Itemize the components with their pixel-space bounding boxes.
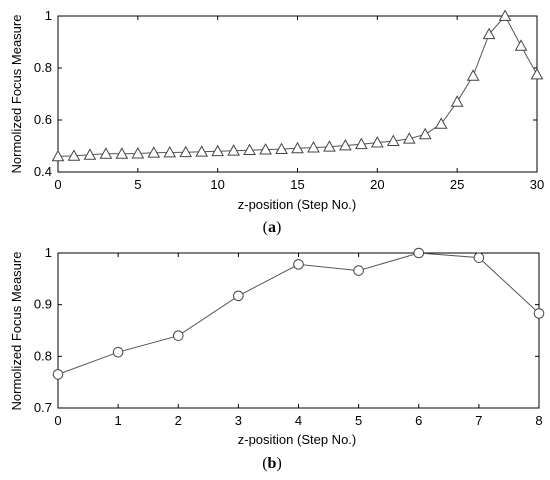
plot-a-point: [434, 117, 448, 129]
plot-b-marks: 0 1 2 3 4 5 6 7 8 0.7 0.8 0.9 1: [34, 245, 545, 428]
plot-a-point: [227, 144, 240, 156]
plot-a-point: [450, 95, 464, 107]
plot-a-point: [163, 145, 177, 158]
plot-a-ytick-label: 1: [45, 8, 52, 23]
plot-a-point: [243, 143, 256, 156]
plot-b-ytick-label: 0.8: [34, 348, 52, 363]
plot-a-point: [195, 145, 209, 157]
plot-b-ytick-label: 1: [45, 245, 52, 260]
plot-a-ytick-label: 0.8: [34, 60, 52, 75]
plot-b-point: [533, 308, 545, 319]
plot-b-xtick-label: 7: [475, 413, 482, 428]
plot-a-series-line: [57, 15, 538, 157]
plot-a-point: [259, 143, 272, 155]
plot-b-xtick-label: 4: [295, 413, 302, 428]
plot-a-caption: (a): [263, 219, 282, 236]
plot-a-marks: 0 5 10 15 20 25 30 0.4 0.6 0.8 1: [34, 8, 544, 192]
plot-a-point: [307, 141, 320, 153]
plot-a-point: [99, 147, 113, 159]
plot-a-point: [115, 147, 129, 159]
plot-b-point: [112, 346, 124, 358]
plot-b-xtick-label: 5: [355, 413, 362, 428]
plot-a-point: [147, 146, 161, 158]
plot-b-series-line: [57, 252, 540, 375]
plot-a-point: [83, 148, 97, 160]
plot-b-ylabel: Normolized Focus Measure: [9, 252, 24, 411]
plot-b-xtick-label: 6: [415, 413, 422, 428]
plot-a-point: [355, 137, 368, 150]
plot-b-caption: (b): [262, 455, 282, 472]
plot-a-point: [291, 141, 304, 154]
plot-a-xtick-label: 20: [370, 177, 384, 192]
plot-a-xtick-label: 25: [450, 177, 464, 192]
plot-b-xtick-label: 3: [235, 413, 242, 428]
plot-a-point: [323, 140, 336, 152]
plot-a-point: [498, 9, 512, 21]
plot-a-point: [211, 144, 225, 157]
plot-b-xtick-label: 1: [115, 413, 122, 428]
plot-a-point: [402, 132, 416, 144]
plot-a-point: [275, 142, 288, 155]
plot-b-point: [473, 252, 485, 263]
plot-b-ytick-label: 0.7: [34, 400, 52, 415]
plot-b-point: [52, 369, 64, 380]
plot-a-point: [530, 67, 544, 80]
plot-a-ytick-label: 0.6: [34, 112, 52, 127]
plot-a-point: [51, 149, 65, 162]
plot-a-xtick-label: 0: [54, 177, 61, 192]
plot-b: 0 1 2 3 4 5 6 7 8 0.7 0.8 0.9 1 z-position (Step No.…: [9, 245, 545, 472]
plot-b-xtick-label: 0: [54, 413, 61, 428]
plot-a-point: [179, 145, 193, 158]
plot-b-xtick-label: 8: [535, 413, 542, 428]
plot-a-point: [466, 69, 480, 81]
plot-a-point: [67, 149, 81, 161]
plot-a-xlabel: z-position (Step No.): [238, 197, 357, 212]
plot-a-point: [131, 147, 145, 159]
plot-a-xtick-label: 30: [530, 177, 544, 192]
plot-b-point: [233, 290, 244, 302]
plot-a-point: [370, 136, 384, 148]
plot-b-caption-letter: b: [268, 455, 277, 472]
plot-b-ytick-label: 0.9: [34, 297, 52, 312]
plot-a-point: [514, 39, 528, 51]
plot-a-caption-letter: a: [268, 219, 276, 236]
plot-a-xtick-label: 10: [210, 177, 224, 192]
plot-b-point: [293, 259, 304, 270]
plot-b-frame: [57, 252, 540, 409]
plot-a-ylabel: Normolized Focus Measure: [9, 15, 24, 174]
plot-b-xtick-label: 2: [175, 413, 182, 428]
plot-a-point: [386, 134, 400, 146]
plot-a-point: [418, 127, 432, 140]
plot-b-point: [413, 247, 425, 259]
plot-a-xtick-label: 5: [134, 177, 141, 192]
plot-b-point: [353, 265, 364, 276]
plot-a-xtick-label: 15: [290, 177, 304, 192]
plot-a: 0 5 10 15 20 25 30 0.4 0.6 0.8 1 z-position (Step …: [9, 8, 544, 236]
plot-b-point: [172, 330, 184, 341]
plot-b-xlabel: z-position (Step No.): [238, 432, 357, 447]
plot-a-point: [339, 138, 352, 151]
plot-a-ytick-label: 0.4: [34, 164, 52, 179]
plot-a-point: [482, 27, 496, 40]
